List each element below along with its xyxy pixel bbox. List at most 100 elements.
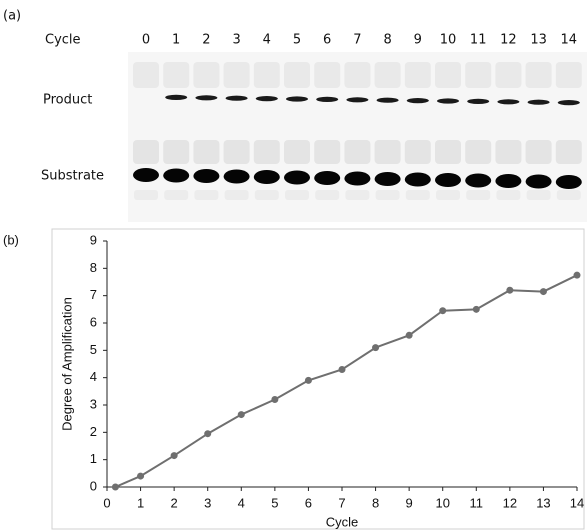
lane-label: 13 (530, 33, 547, 48)
smear (225, 190, 249, 200)
lane-label: 14 (561, 33, 578, 48)
smear (405, 62, 431, 88)
substrate-band (526, 175, 552, 189)
lane-label: 4 (263, 33, 271, 48)
lane-title: Cycle (45, 33, 81, 48)
y-tick-label: 1 (90, 451, 97, 466)
y-tick-label: 2 (90, 424, 97, 439)
lane-label: 5 (293, 33, 301, 48)
lane-label: 9 (414, 33, 422, 48)
data-point (540, 288, 547, 295)
smear (435, 140, 461, 164)
y-tick-label: 5 (90, 342, 97, 357)
substrate-band (495, 174, 521, 188)
lane-label: 0 (142, 33, 150, 48)
data-point (238, 411, 245, 418)
chart-frame (52, 229, 584, 529)
smear (224, 140, 250, 164)
y-tick-label: 3 (90, 396, 97, 411)
x-tick-label: 10 (435, 495, 449, 510)
smear (435, 62, 461, 88)
lane-label: 7 (353, 33, 361, 48)
y-axis-label: Degree of Amplification (59, 297, 74, 431)
substrate-band (556, 175, 582, 189)
product-band (558, 100, 580, 105)
smear (134, 190, 158, 200)
x-tick-label: 12 (503, 495, 517, 510)
smear (345, 190, 369, 200)
data-point (406, 332, 413, 339)
product-band (528, 100, 550, 105)
row-label: Product (43, 93, 92, 108)
data-point (439, 307, 446, 314)
y-tick-label: 0 (90, 478, 97, 493)
smear (284, 140, 310, 164)
smear (495, 62, 521, 88)
smear (254, 140, 280, 164)
x-tick-label: 8 (372, 495, 379, 510)
smear (193, 140, 219, 164)
product-band (195, 95, 217, 100)
product-band (467, 99, 489, 104)
substrate-band (254, 170, 280, 184)
data-point (473, 306, 480, 313)
smear (224, 62, 250, 88)
smear (405, 140, 431, 164)
x-tick-label: 11 (470, 495, 484, 510)
product-band (316, 97, 338, 102)
product-band (226, 96, 248, 101)
smear (556, 62, 582, 88)
data-point (339, 366, 346, 373)
product-band (407, 98, 429, 103)
lane-label: 11 (470, 33, 487, 48)
smear (466, 190, 490, 200)
smear (194, 190, 218, 200)
row-label: Substrate (41, 169, 104, 184)
x-tick-label: 13 (536, 495, 550, 510)
smear (496, 190, 520, 200)
substrate-band (435, 173, 461, 187)
smear (556, 140, 582, 164)
substrate-band (193, 169, 219, 183)
data-point (372, 344, 379, 351)
x-tick-label: 6 (305, 495, 312, 510)
product-band (286, 96, 308, 101)
substrate-band (465, 174, 491, 188)
lane-label: 8 (383, 33, 391, 48)
product-band (497, 99, 519, 104)
smear (314, 62, 340, 88)
y-tick-label: 4 (90, 369, 97, 384)
smear (344, 62, 370, 88)
smear (526, 140, 552, 164)
lane-label: 10 (440, 33, 457, 48)
substrate-band (163, 169, 189, 183)
lane-label: 1 (172, 33, 180, 48)
smear (465, 140, 491, 164)
smear (133, 62, 159, 88)
smear (285, 190, 309, 200)
x-tick-label: 2 (171, 495, 178, 510)
lane-label: 2 (202, 33, 210, 48)
smear (406, 190, 430, 200)
x-tick-label: 9 (406, 495, 413, 510)
substrate-band (224, 170, 250, 184)
x-tick-label: 7 (338, 495, 345, 510)
x-axis-label: Cycle (326, 514, 359, 529)
data-point (137, 473, 144, 480)
figure: (a) Cycle Product Substrate 012345678910… (0, 0, 587, 532)
smear (344, 140, 370, 164)
substrate-band (375, 172, 401, 186)
smear (495, 140, 521, 164)
smear (375, 62, 401, 88)
data-point (305, 377, 312, 384)
smear (133, 140, 159, 164)
substrate-band (133, 168, 159, 182)
panel-label: (a) (3, 9, 21, 24)
page: {"panel_a": {"label": "(a)", "lane_title… (0, 0, 587, 532)
lane-label: 12 (500, 33, 517, 48)
data-point (112, 484, 119, 491)
y-tick-label: 9 (90, 232, 97, 247)
data-point (204, 430, 211, 437)
smear (164, 190, 188, 200)
data-line (115, 275, 577, 487)
